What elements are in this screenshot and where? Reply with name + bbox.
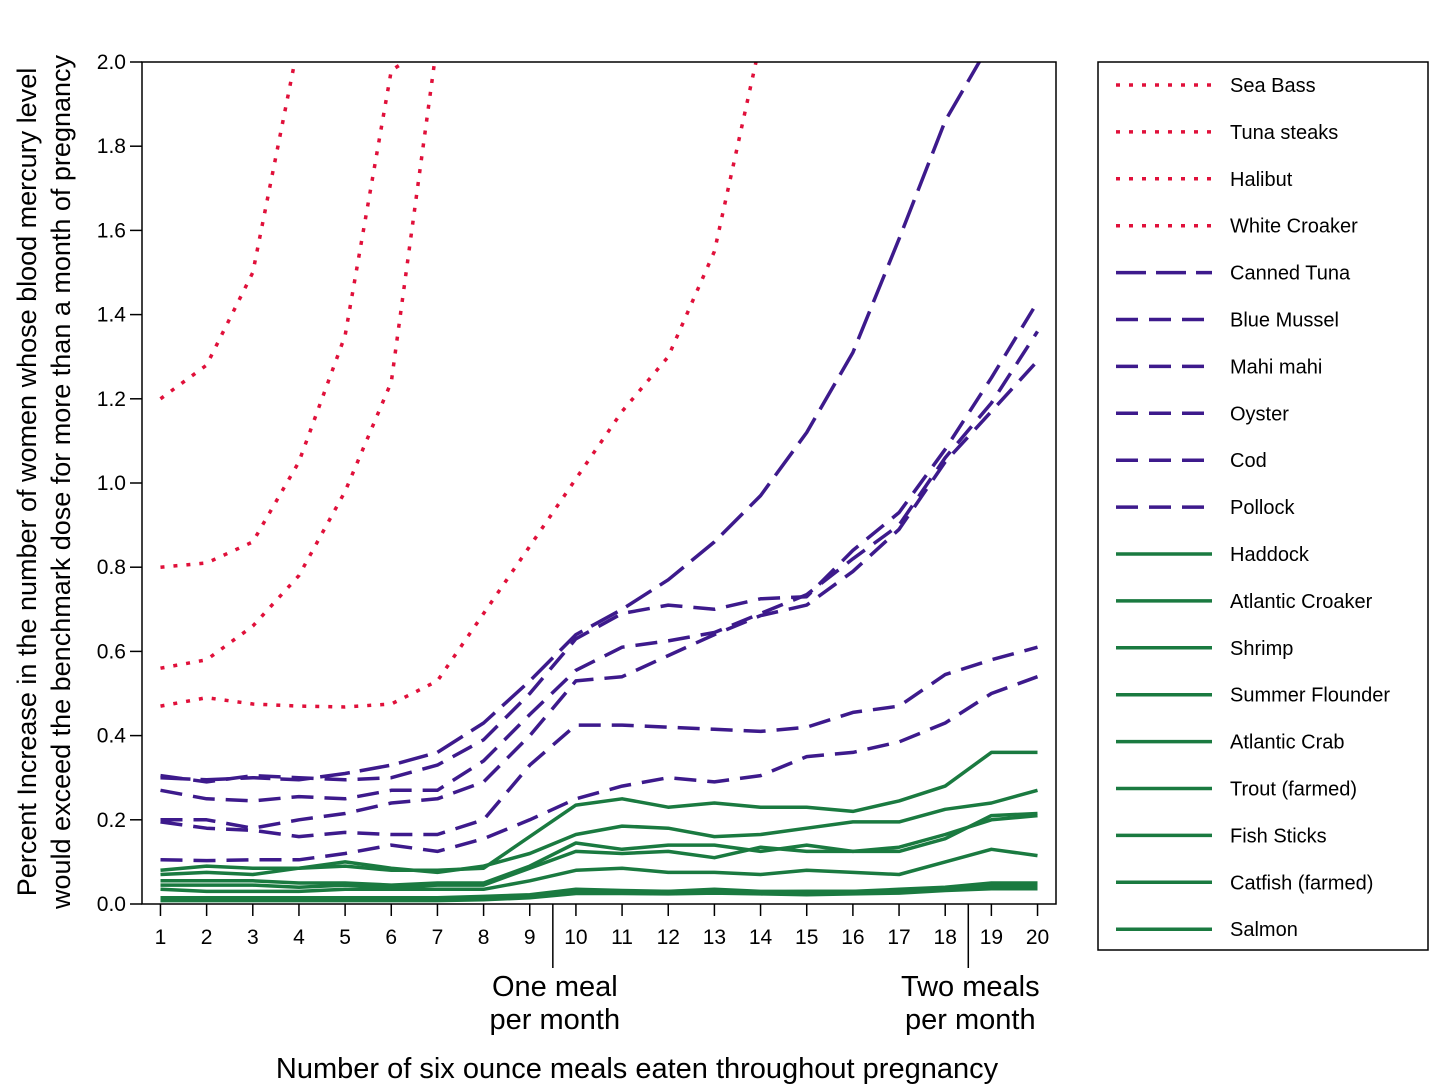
x-tick-label: 7	[432, 926, 444, 949]
legend-label: Fish Sticks	[1230, 825, 1327, 847]
series-line-mahi-mahi	[160, 330, 1039, 803]
legend-item: Shrimp	[1116, 638, 1293, 660]
series-line-white-croaker	[160, 62, 758, 709]
legend-label: Pollock	[1230, 497, 1295, 519]
legend-item: Tuna steaks	[1116, 122, 1338, 144]
series-line-shrimp	[160, 811, 1038, 887]
y-tick-label: 0.2	[97, 809, 126, 832]
legend-item: Salmon	[1116, 919, 1298, 941]
legend-label: Salmon	[1230, 919, 1298, 941]
x-axis-title: Number of six ounce meals eaten througho…	[276, 1053, 999, 1085]
x-tick-label: 10	[564, 926, 587, 949]
x-tick-label: 13	[703, 926, 726, 949]
legend-item: Fish Sticks	[1116, 825, 1327, 847]
annotation-label-line1: One meal	[492, 971, 618, 1003]
legend-item: Atlantic Croaker	[1116, 591, 1373, 613]
series-line-canned-tuna	[160, 62, 982, 782]
x-tick-label: 20	[1026, 926, 1049, 949]
legend-item: Oyster	[1116, 403, 1289, 425]
y-axis-title-line2: would exceed the benchmark dose for more…	[46, 55, 76, 911]
legend-label: Oyster	[1230, 403, 1289, 425]
x-tick-label: 15	[795, 926, 818, 949]
x-tick-label: 2	[201, 926, 213, 949]
x-tick-label: 8	[478, 926, 490, 949]
legend-item: Sea Bass	[1116, 75, 1316, 97]
x-tick-label: 1	[155, 926, 167, 949]
series-line-sea-bass	[159, 62, 297, 401]
legend-item: Haddock	[1116, 544, 1310, 566]
legend-item: Summer Flounder	[1116, 685, 1390, 707]
x-tick-label: 14	[749, 926, 773, 949]
x-tick-label: 3	[247, 926, 259, 949]
y-tick-label: 1.4	[97, 304, 127, 327]
y-axis-ticks: 0.0 0.2 0.4 0.6 0.8 1.0 1.2 1.4 1.6 1.8 2.0	[97, 51, 142, 916]
x-tick-label: 16	[841, 926, 864, 949]
legend-label: Canned Tuna	[1230, 263, 1351, 285]
legend-item: Canned Tuna	[1116, 263, 1351, 285]
x-tick-label: 9	[524, 926, 536, 949]
y-axis-title-line1: Percent Increase in the number of women …	[12, 68, 42, 896]
legend-item: Pollock	[1116, 497, 1295, 519]
series-line-pollock	[160, 675, 1039, 863]
series-line-tuna-steaks	[160, 62, 408, 569]
y-tick-label: 0.8	[97, 556, 126, 579]
y-tick-label: 1.8	[97, 135, 126, 158]
legend-label: White Croaker	[1230, 216, 1358, 238]
legend-label: Sea Bass	[1230, 75, 1316, 97]
legend: Sea Bass Tuna steaks Halibut White Croaker C…	[1116, 75, 1390, 941]
series-line-oyster	[160, 359, 1039, 830]
legend-label: Catfish (farmed)	[1230, 872, 1373, 894]
legend-item: Halibut	[1116, 169, 1293, 191]
y-tick-label: 1.0	[97, 472, 126, 495]
series-line-salmon	[160, 887, 1038, 903]
series-line-atlantic-croaker	[160, 788, 1038, 877]
legend-item: Cod	[1116, 450, 1267, 472]
x-tick-label: 12	[657, 926, 680, 949]
x-tick-label: 18	[934, 926, 957, 949]
y-tick-label: 1.2	[97, 388, 126, 411]
annotation-label-line2: per month	[905, 1004, 1036, 1036]
legend-label: Shrimp	[1230, 638, 1293, 660]
legend-label: Atlantic Croaker	[1230, 591, 1373, 613]
series-line-blue-mussel	[160, 301, 1039, 784]
legend-label: Tuna steaks	[1230, 122, 1338, 144]
y-tick-label: 1.6	[97, 219, 126, 242]
legend-item: Mahi mahi	[1116, 356, 1322, 378]
legend-item: Trout (farmed)	[1116, 779, 1357, 801]
x-tick-label: 11	[611, 926, 633, 949]
legend-item: White Croaker	[1116, 216, 1358, 238]
legend-label: Cod	[1230, 450, 1267, 472]
y-tick-label: 2.0	[97, 51, 126, 74]
annotation-label-line1: Two meals	[901, 971, 1040, 1003]
y-tick-label: 0.4	[97, 725, 127, 748]
legend-label: Summer Flounder	[1230, 685, 1390, 707]
series-line-cod	[160, 645, 1038, 839]
legend-label: Blue Mussel	[1230, 310, 1339, 332]
series-line-halibut	[160, 62, 437, 670]
legend-item: Blue Mussel	[1116, 310, 1339, 332]
series-line-atlantic-crab	[160, 847, 1038, 894]
x-tick-label: 4	[293, 926, 305, 949]
legend-item: Catfish (farmed)	[1116, 872, 1373, 894]
series-lines	[159, 62, 1039, 903]
x-tick-label: 5	[339, 926, 351, 949]
x-tick-label: 17	[887, 926, 910, 949]
x-tick-label: 6	[385, 926, 397, 949]
y-tick-label: 0.0	[97, 893, 126, 916]
legend-label: Trout (farmed)	[1230, 779, 1357, 801]
legend-label: Mahi mahi	[1230, 356, 1322, 378]
legend-label: Atlantic Crab	[1230, 732, 1345, 754]
x-tick-label: 19	[980, 926, 1003, 949]
annotation-label-line2: per month	[490, 1004, 621, 1036]
plot-area-frame	[141, 61, 1057, 905]
y-tick-label: 0.6	[97, 640, 126, 663]
legend-label: Haddock	[1230, 544, 1310, 566]
x-axis-ticks: 1 2 3 4 5 6 7 8 9 10 11 12 13 14 15 16 17 18 19 20	[155, 904, 1049, 949]
legend-label: Halibut	[1230, 169, 1293, 191]
series-line-summer-flounder	[160, 813, 1038, 889]
legend-item: Atlantic Crab	[1116, 732, 1345, 754]
